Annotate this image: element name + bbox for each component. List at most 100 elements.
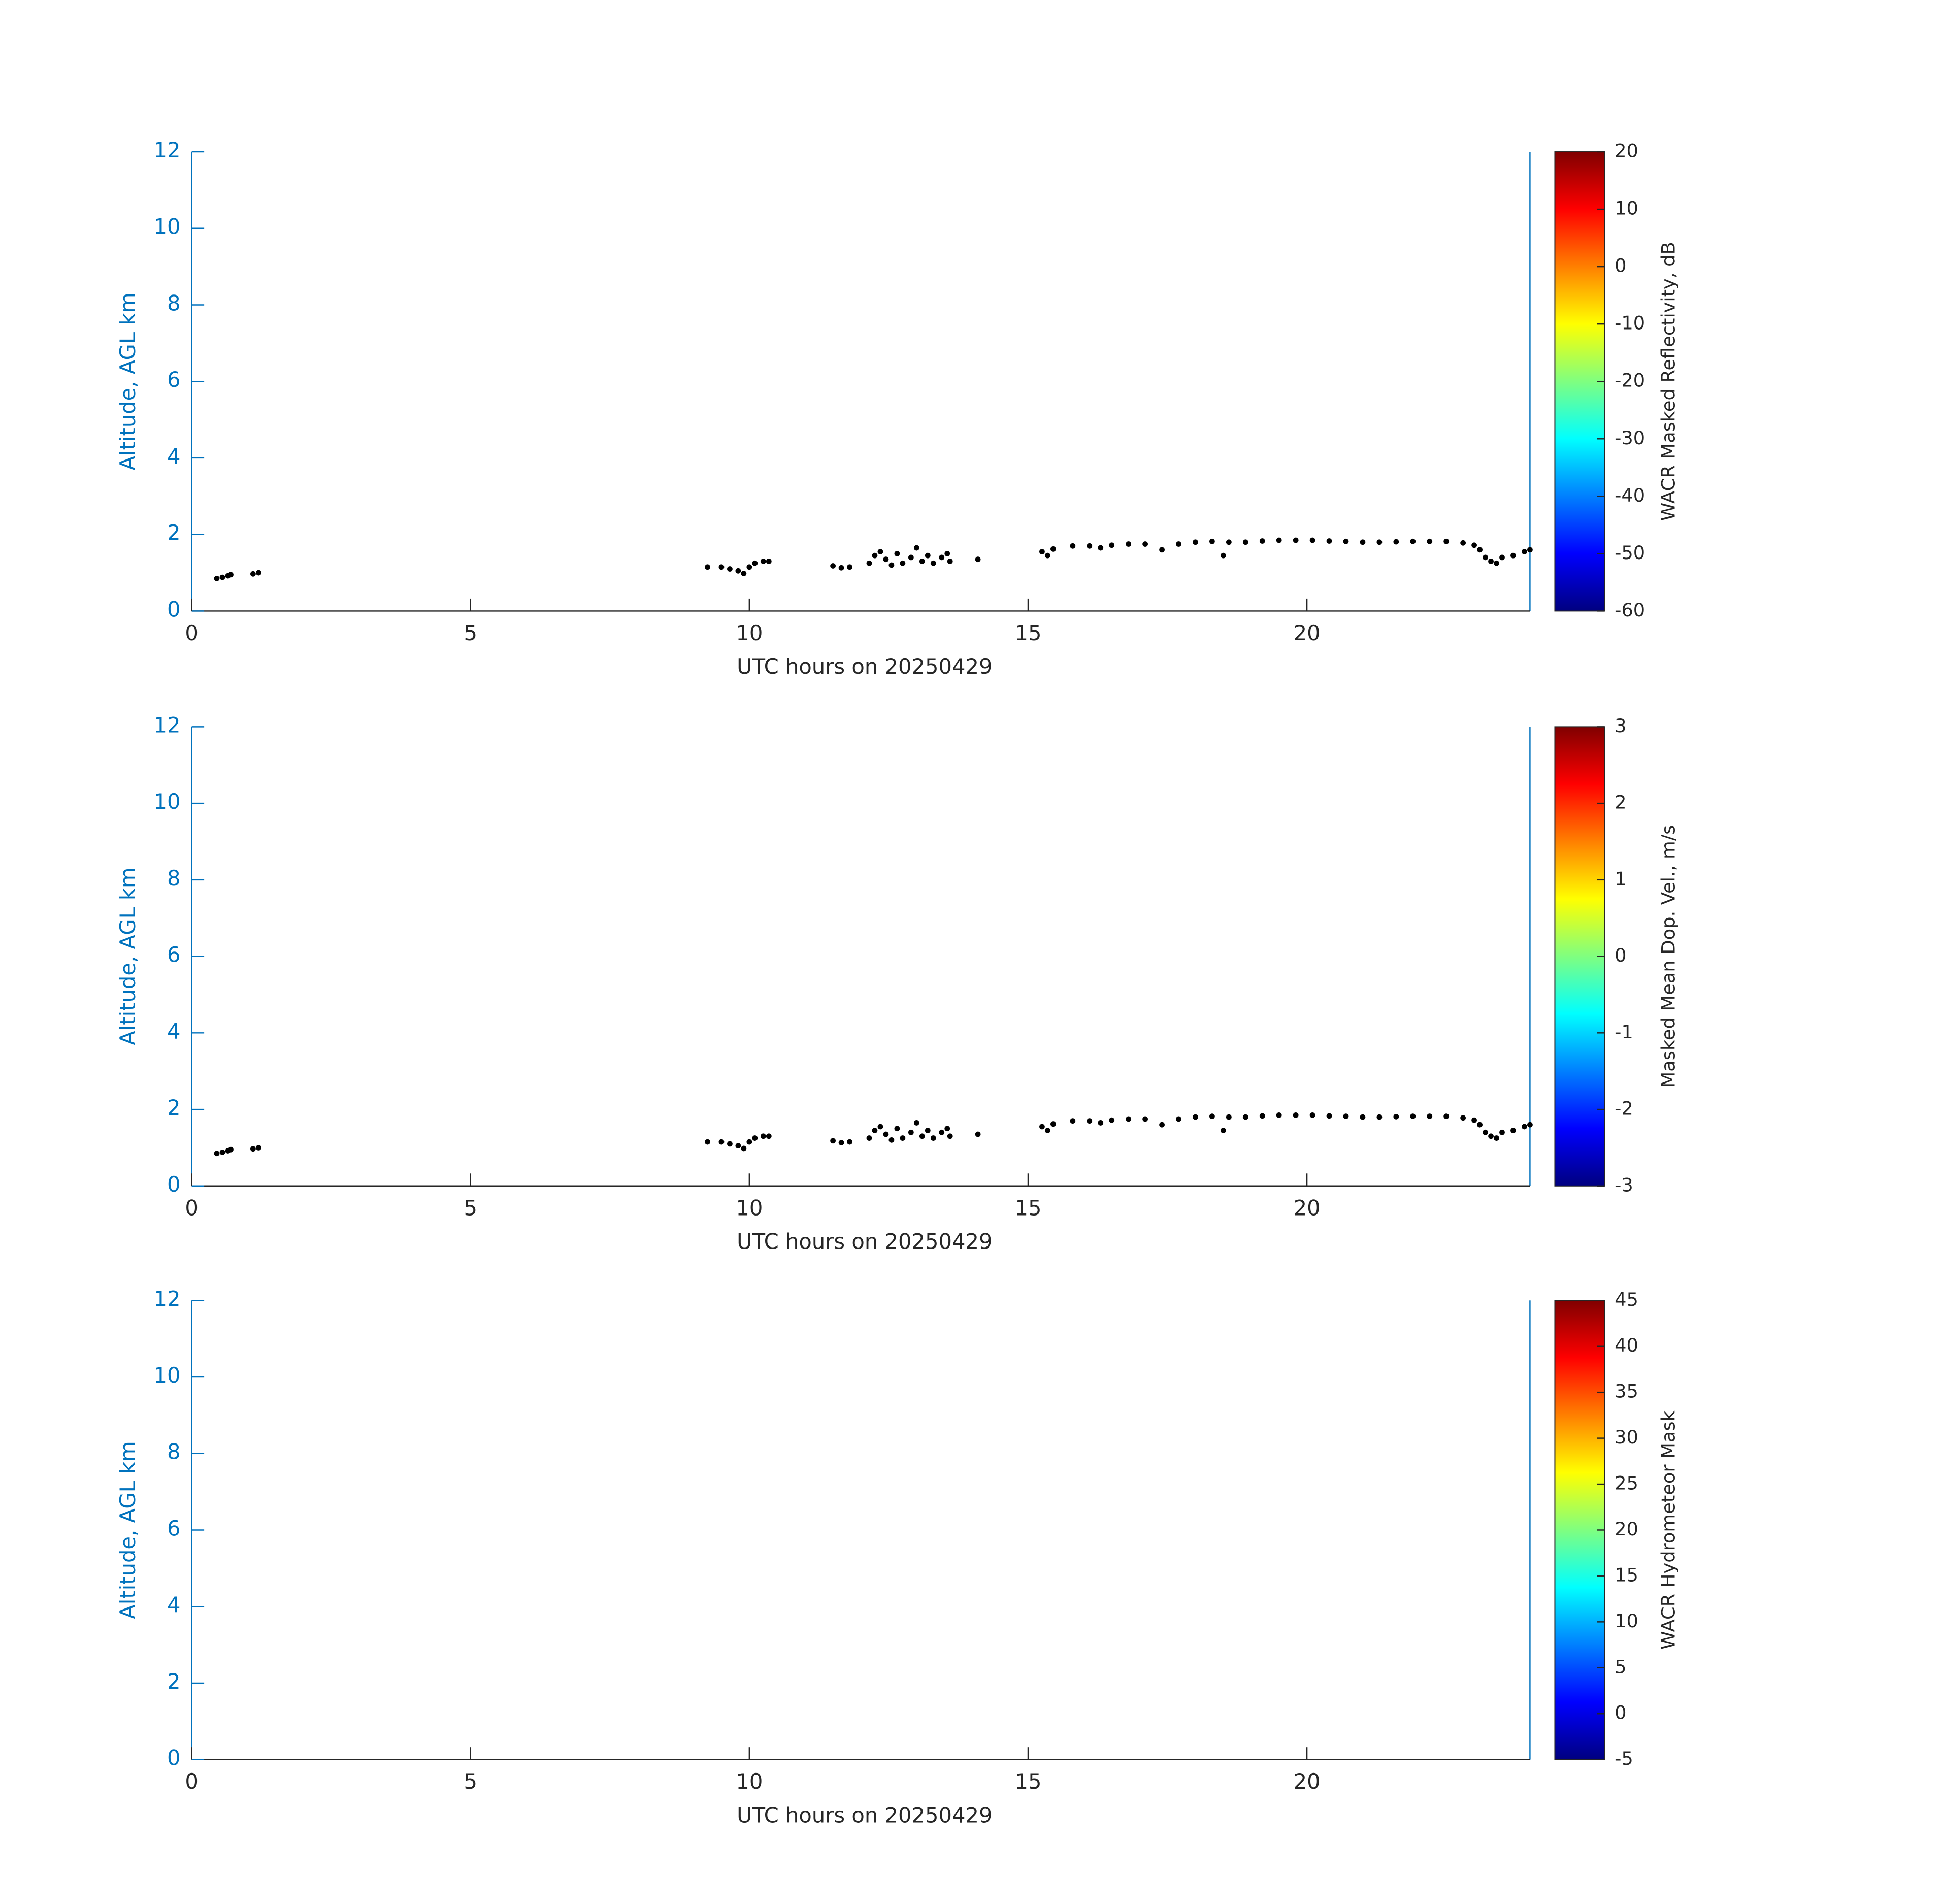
colorbar-tick-label: 20 — [1615, 140, 1638, 162]
data-point — [1309, 1112, 1315, 1118]
data-point — [766, 559, 772, 564]
x-tick-label: 20 — [1294, 1769, 1321, 1794]
y-axis-label: Altitude, AGL km — [115, 867, 140, 1045]
x-tick-label: 15 — [1014, 620, 1041, 645]
data-point — [1098, 545, 1104, 551]
data-point — [947, 559, 953, 564]
data-point — [1242, 1114, 1248, 1120]
data-point — [718, 564, 725, 570]
y-tick-label: 8 — [167, 866, 181, 891]
colorbar-tick-label: 35 — [1615, 1381, 1638, 1402]
colorbar-tick-label: -1 — [1615, 1021, 1633, 1043]
data-point — [1376, 1114, 1383, 1120]
colorbar-tick-label: -40 — [1615, 484, 1645, 506]
data-point — [847, 564, 852, 570]
data-point — [866, 1135, 872, 1141]
data-point — [1045, 552, 1050, 559]
data-point — [1259, 538, 1265, 544]
data-point — [1109, 1117, 1115, 1123]
data-point — [1220, 552, 1226, 559]
colorbar-tick-label: -10 — [1615, 312, 1645, 334]
data-point — [947, 1133, 953, 1139]
data-point — [1483, 1129, 1488, 1135]
data-point — [830, 563, 836, 569]
data-point — [1410, 538, 1416, 544]
data-point — [718, 1139, 725, 1145]
data-point — [888, 562, 895, 568]
data-point — [883, 556, 889, 563]
x-tick-label: 15 — [1014, 1195, 1041, 1220]
data-point — [735, 1143, 741, 1149]
data-point — [1343, 538, 1349, 544]
data-point — [1477, 547, 1483, 553]
colorbar-tick-label: 25 — [1615, 1472, 1638, 1494]
x-axis-label: UTC hours on 20250429 — [737, 1802, 992, 1827]
data-point — [1499, 1129, 1505, 1135]
data-point — [1460, 1115, 1466, 1121]
data-point — [766, 1133, 772, 1139]
data-point — [1039, 1124, 1045, 1130]
data-point — [228, 1146, 234, 1153]
x-tick-label: 20 — [1294, 1195, 1321, 1220]
colorbar-tick-label: 0 — [1615, 1702, 1626, 1724]
data-point — [1488, 559, 1494, 564]
data-point — [1070, 1118, 1076, 1124]
data-point — [727, 566, 733, 572]
y-tick-label: 12 — [154, 712, 181, 737]
data-point — [830, 1138, 836, 1144]
data-point — [908, 554, 914, 561]
colorbar-tick-label: 0 — [1615, 944, 1626, 966]
y-tick-label: 10 — [154, 789, 181, 814]
y-tick-label: 2 — [167, 1669, 181, 1694]
data-point — [214, 1151, 220, 1157]
data-point — [888, 1137, 895, 1143]
data-point — [838, 565, 844, 571]
data-point — [1443, 1113, 1450, 1120]
x-axis-label: UTC hours on 20250429 — [737, 654, 992, 679]
data-point — [1098, 1120, 1104, 1126]
data-point — [1126, 541, 1132, 547]
data-point — [913, 1120, 919, 1126]
data-point — [1360, 1114, 1366, 1120]
data-point — [838, 1140, 844, 1146]
data-point — [1483, 554, 1488, 561]
colorbar-label: Masked Mean Dop. Vel., m/s — [1658, 825, 1680, 1088]
y-tick-label: 4 — [167, 444, 181, 469]
data-point — [1193, 1114, 1198, 1120]
data-point — [939, 554, 945, 561]
data-point — [219, 1150, 225, 1155]
data-point — [1477, 1122, 1483, 1128]
data-point — [1126, 1116, 1132, 1122]
y-tick-label: 4 — [167, 1592, 181, 1617]
data-point — [1326, 1113, 1332, 1119]
data-point — [1220, 1128, 1226, 1133]
data-point — [1087, 543, 1093, 549]
y-tick-label: 12 — [154, 1286, 181, 1311]
x-tick-label: 5 — [464, 1769, 477, 1794]
x-tick-label: 0 — [185, 1195, 199, 1220]
colorbar-tick-label: -2 — [1615, 1098, 1633, 1120]
data-point — [1427, 538, 1433, 544]
y-tick-label: 2 — [167, 520, 181, 545]
data-point — [894, 1126, 900, 1132]
data-point — [1510, 1128, 1516, 1133]
data-point — [883, 1131, 889, 1137]
data-point — [1242, 539, 1248, 545]
data-point — [219, 574, 225, 580]
data-point — [1527, 547, 1533, 553]
data-point — [1343, 1113, 1349, 1120]
y-tick-label: 4 — [167, 1019, 181, 1043]
data-point — [1226, 1114, 1232, 1120]
x-tick-label: 0 — [185, 1769, 199, 1794]
y-axis-label: Altitude, AGL km — [115, 292, 140, 470]
data-point — [866, 560, 872, 566]
data-point — [1293, 537, 1299, 543]
data-point — [705, 1139, 710, 1145]
data-point — [919, 559, 925, 564]
colorbar-tick-label: 3 — [1615, 715, 1626, 737]
data-point — [1159, 1122, 1165, 1128]
data-point — [727, 1141, 733, 1147]
colorbar-tick-label: 30 — [1615, 1426, 1638, 1448]
colorbar-label: WACR Hydrometeor Mask — [1658, 1410, 1680, 1649]
